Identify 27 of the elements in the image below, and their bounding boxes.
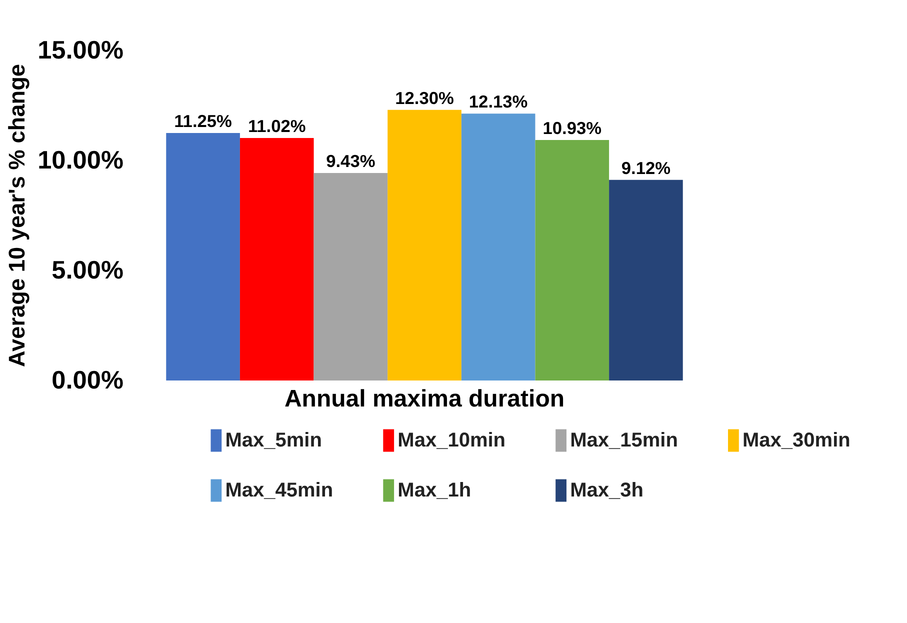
x-axis-title: Annual maxima duration bbox=[284, 386, 565, 412]
data-label: 12.30% bbox=[395, 88, 454, 108]
legend-label: Max_45min bbox=[225, 480, 334, 502]
bar bbox=[314, 173, 388, 380]
legend-label: Max_3h bbox=[570, 480, 644, 502]
y-tick-label: 10.00% bbox=[38, 146, 124, 174]
data-label: 12.13% bbox=[468, 92, 528, 112]
legend-label: Max_30min bbox=[742, 430, 850, 452]
data-label: 11.25% bbox=[174, 111, 232, 131]
legend-label: Max_10min bbox=[398, 430, 506, 452]
bar bbox=[609, 180, 683, 380]
legend-label: Max_5min bbox=[225, 430, 322, 452]
y-axis-title: Average 10 year's % change bbox=[4, 64, 30, 368]
bar bbox=[240, 138, 314, 380]
data-label: 9.43% bbox=[326, 151, 376, 172]
bar bbox=[461, 114, 536, 380]
bar bbox=[166, 133, 240, 380]
y-tick-label: 5.00% bbox=[52, 256, 124, 284]
y-tick-label: 0.00% bbox=[52, 366, 124, 394]
data-label: 10.93% bbox=[542, 118, 602, 138]
data-label: 9.12% bbox=[621, 158, 671, 178]
legend-label: Max_15min bbox=[570, 430, 678, 452]
data-label: 11.02% bbox=[248, 116, 306, 136]
bar bbox=[388, 110, 462, 380]
bar bbox=[535, 140, 610, 380]
y-tick-label: 15.00% bbox=[38, 36, 124, 64]
legend-label: Max_1h bbox=[398, 480, 472, 502]
